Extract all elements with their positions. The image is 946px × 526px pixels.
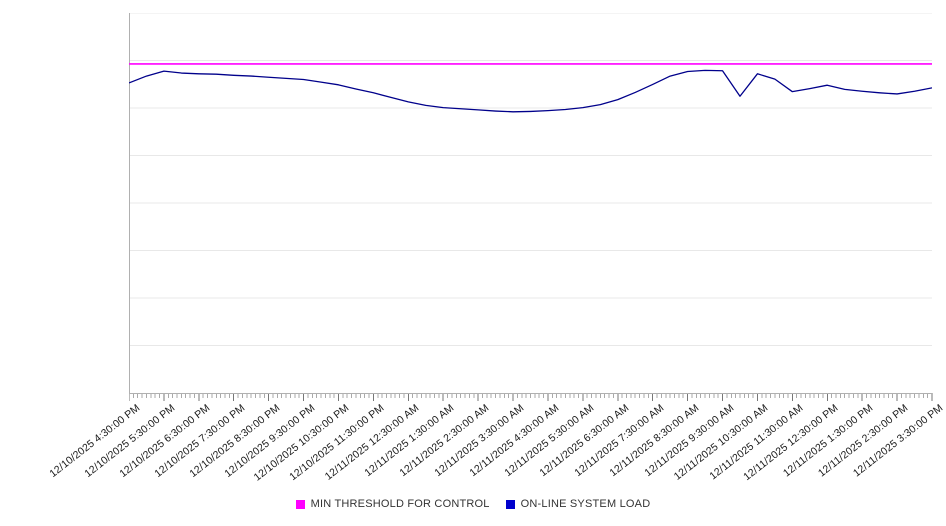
x-axis-ticks bbox=[129, 393, 933, 401]
gridlines bbox=[129, 13, 932, 346]
x-axis-major-ticks bbox=[129, 393, 933, 401]
plot-area bbox=[129, 13, 932, 393]
legend-label: MIN THRESHOLD FOR CONTROL bbox=[310, 498, 490, 510]
legend-color-swatch bbox=[505, 499, 515, 509]
on-line-system-load-series bbox=[129, 69, 932, 113]
chart-legend: MIN THRESHOLD FOR CONTROL ON-LINE SYSTEM … bbox=[0, 498, 946, 510]
legend-label: ON-LINE SYSTEM LOAD bbox=[520, 498, 651, 510]
legend-color-swatch bbox=[295, 499, 305, 509]
legend-item[interactable]: MIN THRESHOLD FOR CONTROL bbox=[295, 498, 490, 510]
plot-svg bbox=[129, 13, 932, 393]
legend-item[interactable]: ON-LINE SYSTEM LOAD bbox=[505, 498, 651, 510]
x-axis-labels: 12/10/2025 4:30:00 PM 12/10/2025 5:30:00 … bbox=[0, 398, 946, 494]
